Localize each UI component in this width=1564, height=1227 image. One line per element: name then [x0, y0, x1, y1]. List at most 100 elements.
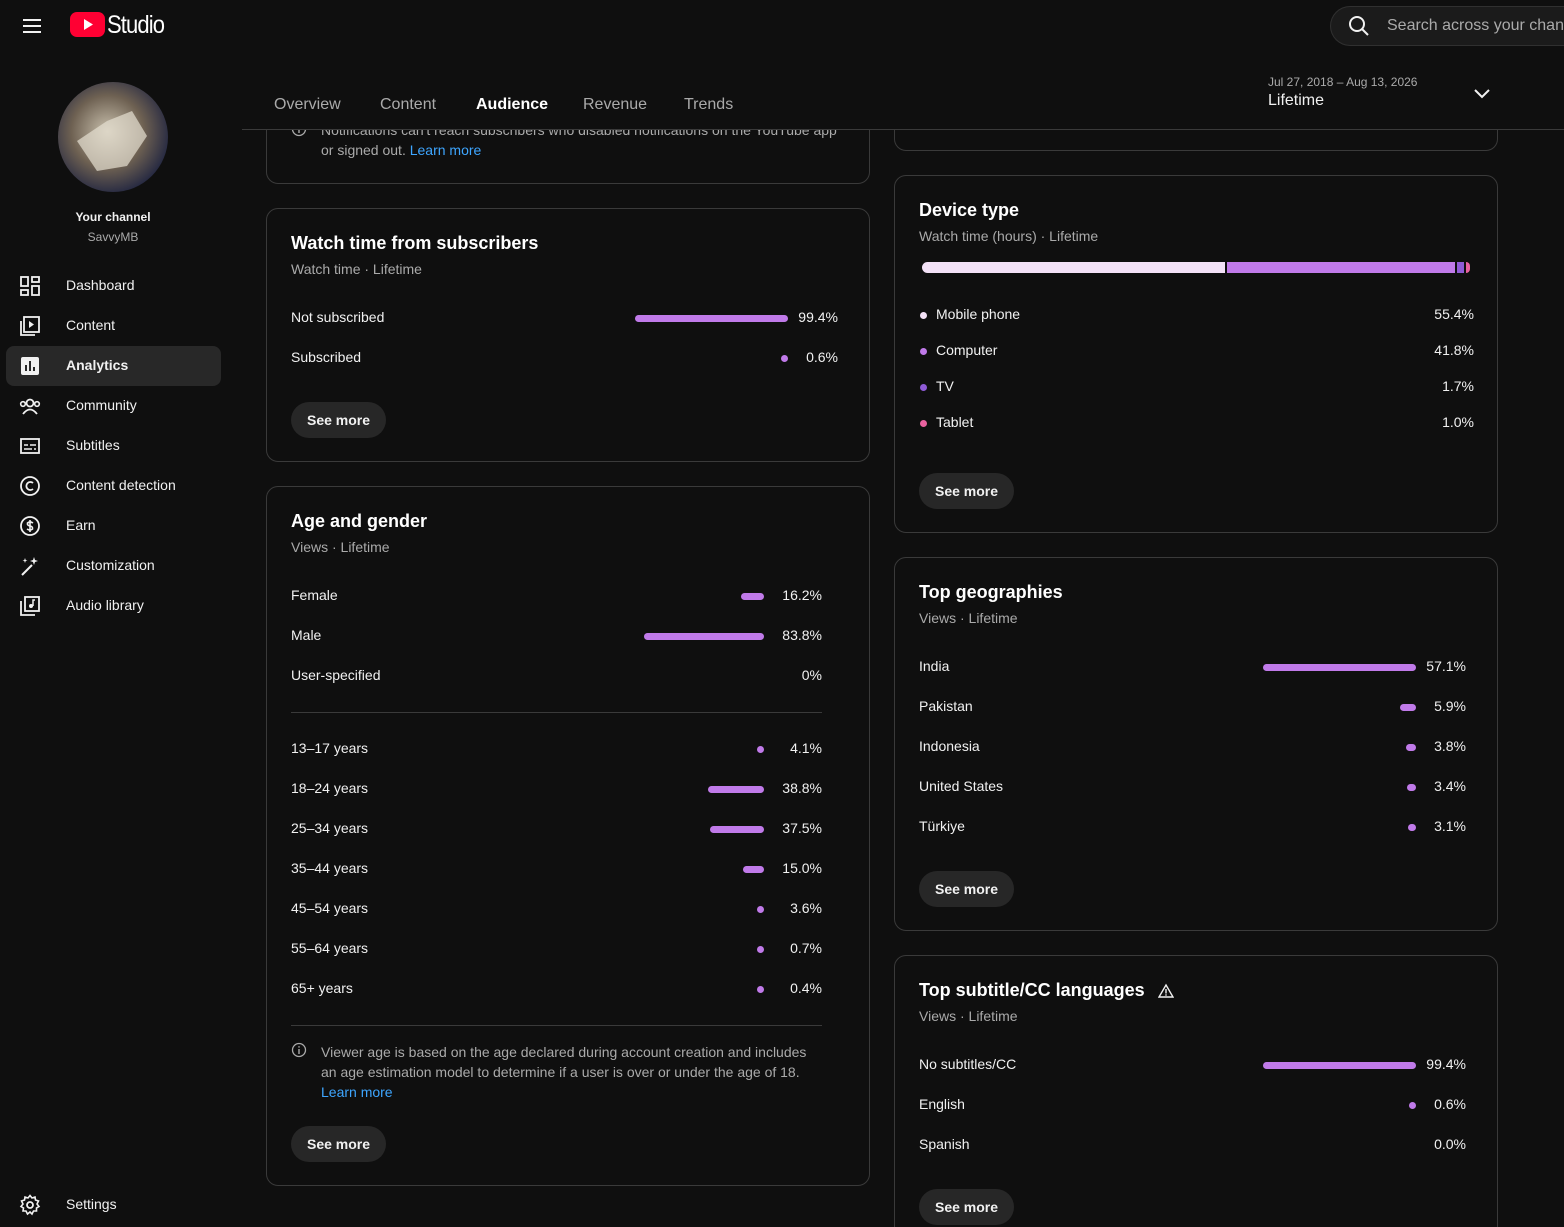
icon-part	[24, 596, 40, 612]
icon-part	[291, 1042, 307, 1058]
row-value: 0.6%	[806, 349, 838, 366]
row-label: User-specified	[291, 667, 381, 684]
learn-more-link[interactable]: Learn more	[409, 142, 482, 158]
card-subtitle: Watch time · Lifetime	[291, 261, 422, 278]
icon-part	[20, 316, 40, 336]
icon-part	[31, 285, 40, 296]
avatar[interactable]	[57, 81, 169, 193]
bar	[1409, 1102, 1416, 1109]
icon-part	[33, 367, 35, 371]
icon-part	[1157, 983, 1175, 998]
nav-label: Settings	[66, 1196, 117, 1213]
row-value: 1.0%	[1442, 414, 1474, 431]
icon-part	[20, 438, 40, 454]
nav-item[interactable]: Analytics	[6, 346, 221, 386]
icon-part	[22, 408, 38, 415]
legend-dot	[920, 348, 927, 355]
nav-item[interactable]: Content	[6, 306, 221, 346]
see-more-button[interactable]: See more	[919, 1189, 1015, 1225]
row-label: 35–44 years	[291, 860, 369, 877]
icon-part	[29, 361, 31, 371]
legend-dot	[920, 420, 927, 427]
channel-name: SavvyMB	[87, 230, 139, 244]
warning-icon	[1157, 983, 1175, 999]
stacked-segment	[1457, 262, 1465, 273]
icon-part	[298, 1049, 300, 1054]
see-more-button[interactable]: See more	[291, 402, 387, 438]
nav-item[interactable]: Dashboard	[6, 266, 221, 306]
nav-icon	[19, 515, 41, 537]
icon-part	[24, 444, 36, 450]
card-subtitle: Views · Lifetime	[291, 539, 390, 556]
row-label: India	[919, 658, 950, 675]
see-more-button[interactable]: See more	[919, 871, 1015, 907]
card-title: Watch time from subscribers	[291, 233, 539, 254]
icon-part	[20, 438, 40, 454]
row-label: Spanish	[919, 1136, 970, 1153]
row-value: 0.6%	[1434, 1096, 1466, 1113]
bar	[757, 906, 764, 913]
tab[interactable]: Trends	[684, 95, 734, 113]
icon-part	[20, 276, 40, 296]
search-placeholder: Search across your channel	[1387, 17, 1564, 34]
row-value: 16.2%	[782, 587, 822, 604]
row-value: 38.8%	[782, 780, 822, 797]
tab[interactable]: Content	[380, 95, 437, 113]
nav-item[interactable]: Subtitles	[6, 426, 221, 466]
icon-part	[29, 604, 33, 608]
icon-part	[21, 557, 38, 576]
search-handle	[1361, 28, 1369, 36]
row-label: Not subscribed	[291, 309, 385, 326]
row-value: 0.4%	[790, 980, 822, 997]
nav-item[interactable]: Settings	[6, 1185, 221, 1225]
logo-play	[84, 19, 93, 30]
date-picker[interactable]: Jul 27, 2018 – Aug 13, 2026 Lifetime	[1262, 70, 1502, 116]
tab[interactable]: Revenue	[583, 95, 648, 113]
menu-button[interactable]	[20, 14, 44, 38]
logo-icon[interactable]	[70, 12, 106, 38]
menu-line	[23, 25, 41, 27]
row-label: 45–54 years	[291, 900, 369, 917]
search-lens	[1349, 16, 1365, 32]
nav-label: Community	[66, 397, 137, 414]
nav-item[interactable]: Content detection	[6, 466, 221, 506]
card-title: Top subtitle/CC languages	[919, 980, 1145, 1001]
header: Studio Search across your channel	[0, 0, 1564, 56]
learn-more-link[interactable]: Learn more	[321, 1084, 393, 1100]
tab-bar: Jul 27, 2018 – Aug 13, 2026 Lifetime Ove…	[242, 56, 1564, 130]
icon-part	[19, 1194, 41, 1216]
nav-icon	[19, 595, 41, 617]
sidebar: Your channel SavvyMB Dashboard Content Ana…	[0, 56, 242, 1227]
row-label: Mobile phone	[936, 306, 1021, 323]
tab[interactable]: Overview	[274, 95, 341, 113]
tab[interactable]: Audience	[476, 95, 549, 113]
brand[interactable]: Studio	[107, 11, 165, 39]
row-value: 99.4%	[1426, 1056, 1466, 1073]
see-more-button[interactable]: See more	[919, 473, 1015, 509]
stacked-segment	[922, 262, 1225, 273]
icon-part	[20, 289, 29, 296]
nav-item[interactable]: Customization	[6, 546, 221, 586]
bar	[710, 826, 764, 833]
row-label: No subtitles/CC	[919, 1056, 1017, 1073]
bar	[742, 866, 764, 873]
nav-label: Content detection	[66, 477, 176, 494]
row-value: 37.5%	[782, 820, 822, 837]
row-value: 83.8%	[782, 627, 822, 644]
icon-part	[25, 481, 34, 491]
note-text: Viewer age is based on the age declared …	[321, 1044, 807, 1080]
row-label: English	[919, 1096, 965, 1113]
menu-line	[23, 31, 41, 33]
see-more-button[interactable]: See more	[291, 1126, 387, 1162]
row-label: Female	[291, 587, 338, 604]
search-box[interactable]: Search across your channel	[1330, 6, 1564, 46]
nav-item[interactable]: Audio library	[6, 586, 221, 626]
nav-icon	[19, 435, 41, 457]
icon-part	[1165, 989, 1167, 994]
nav-icon	[19, 475, 41, 497]
row-label: 18–24 years	[291, 780, 369, 797]
nav-item[interactable]: Earn	[6, 506, 221, 546]
icon-part	[20, 476, 40, 496]
nav-item[interactable]: Community	[6, 386, 221, 426]
stacked-segment	[1227, 262, 1456, 273]
